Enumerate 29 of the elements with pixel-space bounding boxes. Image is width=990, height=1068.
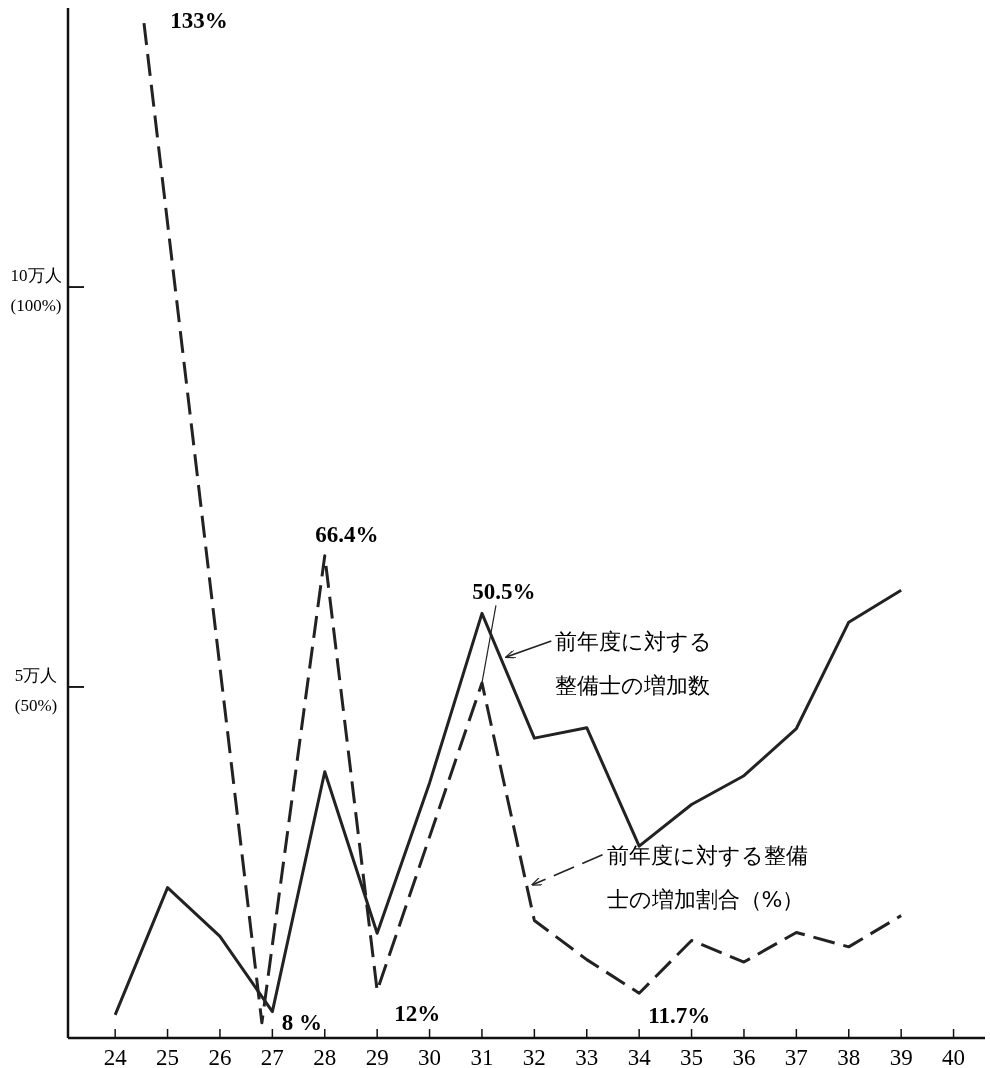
data-label: 8 % (281, 1010, 323, 1035)
y-tick-label: 5万人 (14, 665, 58, 685)
x-tick-label: 33 (575, 1045, 599, 1068)
x-tick-label: 31 (470, 1045, 494, 1068)
data-label: 11.7% (648, 1003, 711, 1029)
x-tick-label: 30 (418, 1045, 442, 1068)
x-tick-label: 24 (103, 1045, 128, 1068)
data-label: 50.5% (472, 579, 536, 605)
y2-tick-label: (50%) (14, 695, 58, 715)
x-tick-label: 36 (732, 1045, 756, 1068)
data-label: 133% (170, 8, 228, 33)
x-tick-label: 29 (365, 1045, 389, 1068)
x-tick-label: 37 (784, 1045, 808, 1068)
x-tick-label: 28 (313, 1045, 337, 1068)
y2-tick-label: (100%) (10, 296, 62, 316)
x-tick-label: 26 (208, 1045, 232, 1068)
x-tick-label: 32 (522, 1045, 546, 1068)
data-label: 12% (394, 1000, 441, 1026)
x-tick-label: 25 (156, 1045, 180, 1068)
x-tick-label: 40 (942, 1045, 966, 1068)
legend-label: 前年度に対する整備士の増加割合（%） (606, 842, 808, 912)
x-tick-label: 35 (680, 1045, 704, 1068)
x-tick-label: 27 (260, 1045, 284, 1068)
y-tick-label: 10万人 (10, 266, 62, 286)
x-tick-label: 38 (837, 1045, 861, 1068)
x-tick-label: 34 (627, 1045, 652, 1068)
data-label: 66.4% (315, 521, 379, 547)
x-tick-label: 39 (889, 1045, 913, 1068)
legend-label: 前年度に対する整備士の増加数 (555, 629, 713, 699)
